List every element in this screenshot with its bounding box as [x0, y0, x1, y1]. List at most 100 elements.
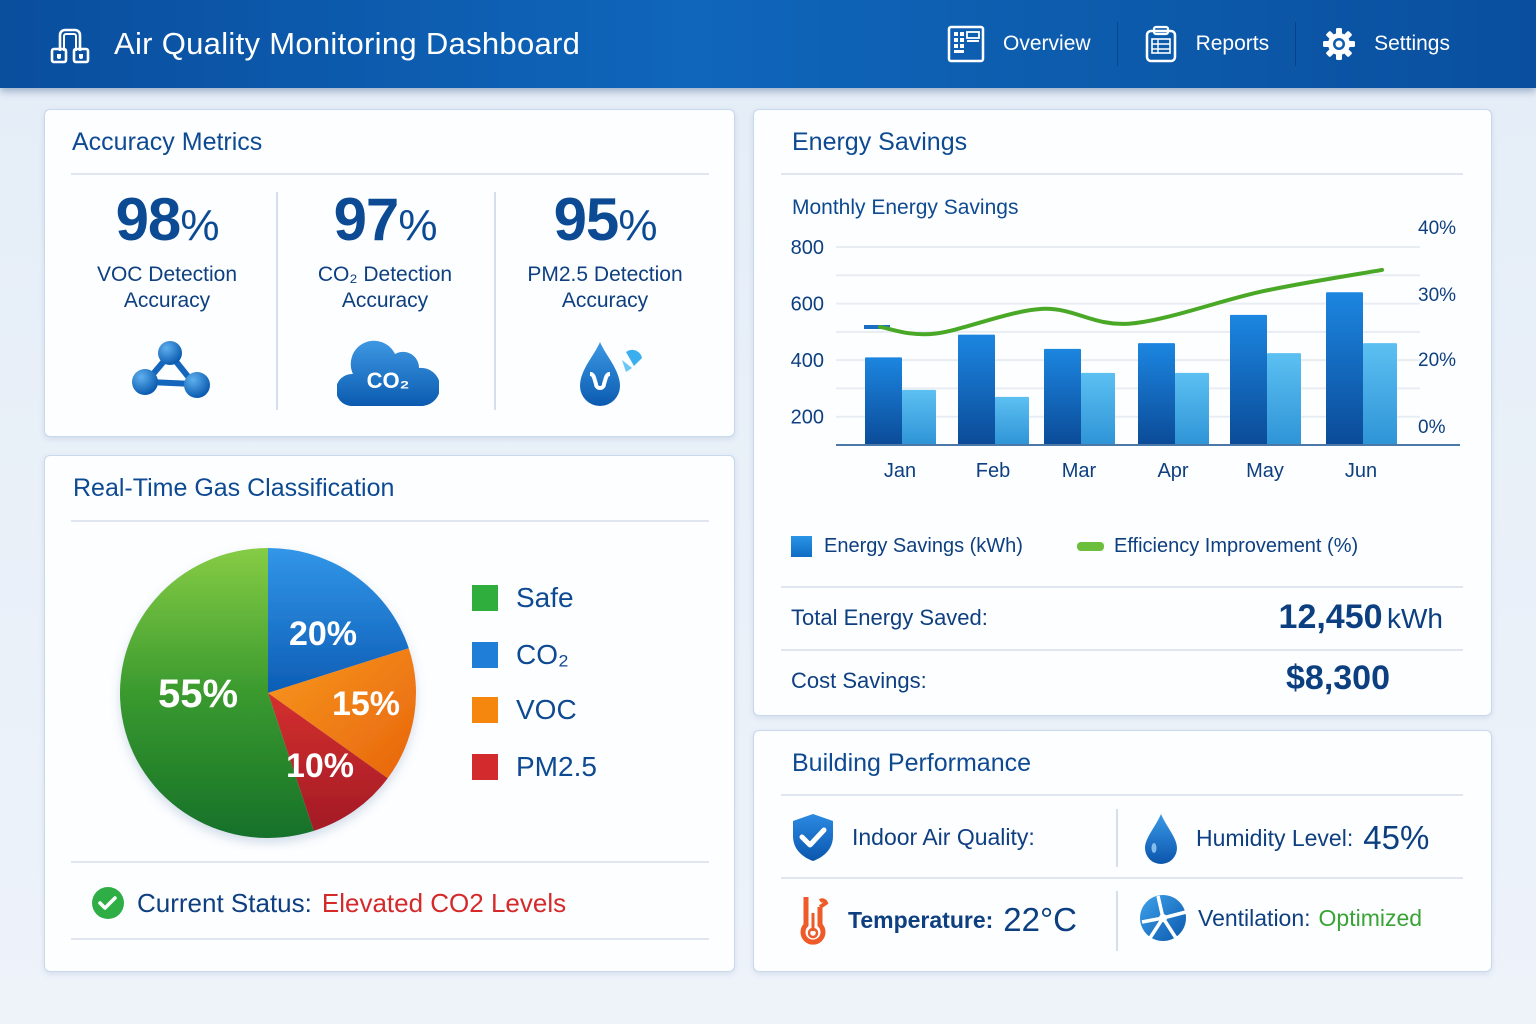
status-label: Current Status:	[137, 887, 312, 918]
legend-item-safe: Safe	[472, 582, 574, 614]
metric-co2-label-line1: CO₂ Detection	[317, 263, 453, 286]
legend-label-safe: Safe	[516, 582, 574, 613]
divider	[781, 794, 1463, 796]
x-tick-label: Mar	[1062, 460, 1097, 482]
legend-item-voc: VOC	[472, 694, 577, 726]
legend-swatch-pm25	[472, 754, 498, 780]
accuracy-metrics-title: Accuracy Metrics	[72, 128, 263, 156]
nav-reports-label: Reports	[1195, 32, 1270, 55]
bar-secondary-apr	[1175, 372, 1209, 445]
legend-swatch-voc	[472, 697, 498, 723]
metric-pm25: 95% PM2.5 Detection Accuracy	[496, 190, 714, 314]
top-nav: Overview Reports	[921, 0, 1476, 88]
ventilation-label: Ventilation:	[1198, 904, 1311, 931]
fan-icon	[1140, 895, 1187, 941]
pie-slice-pm25	[268, 693, 388, 831]
legend-label-co2: CO₂	[516, 639, 569, 670]
total-energy-label: Total Energy Saved:	[791, 605, 988, 630]
metric-voc-label-line1: VOC Detection	[96, 263, 238, 286]
temperature-label: Temperature:	[848, 906, 994, 933]
divider	[1116, 891, 1118, 951]
metric-pm25-value: 95%	[496, 190, 714, 250]
metric-voc-value: 98%	[58, 190, 276, 250]
divider	[781, 877, 1463, 879]
cost-savings-value: $8,300	[1286, 659, 1390, 697]
x-tick-label: Feb	[976, 460, 1010, 482]
legend-swatch-co2	[472, 642, 498, 668]
bar-secondary-mar	[1081, 372, 1115, 445]
pie-label-co2: 20%	[289, 615, 357, 653]
molecule-icon	[132, 341, 210, 398]
temperature: Temperature: 22°C	[796, 893, 1077, 947]
building-performance-title: Building Performance	[792, 749, 1032, 777]
legend-efficiency: Efficiency Improvement (%)	[1077, 535, 1358, 558]
energy-bar-chart: 200 400 600 800 0% 20% 30% 40% Jan Feb Mar Apr May Ju…	[791, 218, 1460, 482]
pie-slice-co2	[268, 548, 409, 693]
total-energy-number: 12,450	[1278, 598, 1383, 636]
bar-energy-apr	[1138, 343, 1175, 445]
metric-voc-label-line2: Accuracy	[123, 289, 211, 312]
chart-title: Monthly Energy Savings	[792, 196, 1019, 219]
divider	[781, 173, 1463, 175]
legend-swatch-energy	[791, 536, 812, 557]
bar-energy-feb	[958, 334, 995, 445]
metric-voc-number: 98	[115, 186, 182, 253]
divider	[781, 649, 1463, 651]
divider	[71, 861, 709, 863]
divider	[781, 586, 1463, 588]
dashboard-grid-icon	[947, 25, 985, 63]
clipboard-icon	[1145, 25, 1176, 63]
app-header: Air Quality Monitoring Dashboard Overvie…	[0, 0, 1536, 88]
legend-item-pm25: PM2.5	[472, 751, 597, 783]
bar-energy-mar	[1044, 348, 1081, 445]
metric-voc-unit: %	[180, 201, 219, 250]
check-circle-icon	[92, 887, 124, 919]
metric-pm25-label-line2: Accuracy	[561, 289, 649, 312]
co2-cloud-icon: CO₂	[337, 340, 439, 408]
legend-label-pm25: PM2.5	[516, 751, 597, 782]
divider	[71, 938, 709, 940]
y2-tick-label: 40%	[1418, 218, 1456, 239]
building-performance-card: Building Performance	[753, 730, 1492, 972]
metric-pm25-unit: %	[618, 201, 657, 250]
nav-overview[interactable]: Overview	[921, 0, 1117, 88]
cost-savings-label: Cost Savings:	[791, 668, 927, 693]
humidity-label: Humidity Level:	[1196, 824, 1354, 851]
nav-settings[interactable]: Settings	[1296, 0, 1476, 88]
metric-pm25-label-line1: PM2.5 Detection	[527, 263, 683, 286]
y-tick-label: 800	[791, 237, 824, 259]
shield-check-icon	[793, 814, 833, 861]
metric-pm25-label: PM2.5 Detection Accuracy	[496, 262, 714, 314]
nav-overview-label: Overview	[1003, 32, 1091, 55]
bar-secondary-jun	[1363, 343, 1397, 445]
divider	[71, 520, 709, 522]
y-tick-label: 200	[791, 407, 824, 429]
co2-cloud-text: CO₂	[366, 368, 410, 393]
metric-voc: 98% VOC Detection Accuracy	[58, 190, 276, 314]
metric-pm25-number: 95	[553, 186, 620, 253]
y2-tick-label: 0%	[1418, 417, 1446, 438]
ventilation: Ventilation: Optimized	[1138, 894, 1422, 942]
legend-energy-savings: Energy Savings (kWh)	[791, 535, 1023, 558]
x-tick-label: Jan	[884, 460, 916, 482]
nav-reports[interactable]: Reports	[1118, 0, 1296, 88]
thermometer-icon	[800, 897, 829, 945]
bar-energy-may	[1230, 314, 1267, 445]
gear-icon	[1323, 28, 1356, 60]
bar-secondary-feb	[995, 396, 1029, 445]
status-value: Elevated CO2 Levels	[321, 887, 567, 918]
indoor-air-quality-label: Indoor Air Quality:	[852, 823, 1035, 850]
nav-divider	[1116, 22, 1118, 66]
metric-co2-value: 97%	[276, 190, 494, 250]
gas-classification-title: Real-Time Gas Classification	[73, 474, 395, 502]
y2-tick-label: 20%	[1418, 350, 1456, 371]
total-energy-value: 12,450 kWh	[1279, 598, 1443, 637]
legend-label-voc: VOC	[516, 694, 577, 725]
ventilation-value: Optimized	[1318, 904, 1423, 931]
energy-savings-title: Energy Savings	[792, 128, 968, 156]
humidity-level: Humidity Level: 45%	[1142, 812, 1429, 864]
x-tick-label: May	[1246, 460, 1284, 482]
app-title: Air Quality Monitoring Dashboard	[114, 26, 581, 61]
temperature-value: 22°C	[1003, 901, 1078, 938]
bar-secondary-jan	[902, 389, 936, 445]
